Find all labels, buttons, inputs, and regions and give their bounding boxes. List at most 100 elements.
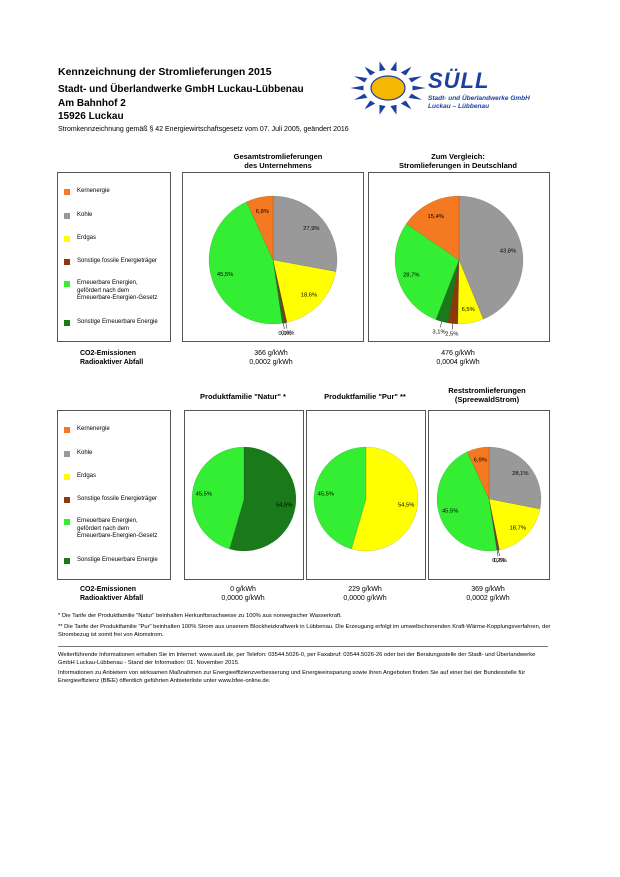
data-label: 0,6% bbox=[278, 331, 291, 337]
footer-bfee: Informationen zu Anbietern von wirksamen… bbox=[58, 670, 526, 684]
data-label: 6,9% bbox=[474, 457, 487, 463]
pie-chart-natur: 54,5% 45,5% bbox=[191, 446, 297, 552]
chart-box-reststrom: 28,1% 18,7% 0,6% 0,2% 45,5% 6,9% bbox=[428, 410, 550, 580]
divider bbox=[58, 646, 548, 647]
pie-chart-reststrom: 28,1% 18,7% 0,6%0,2% 45,5% 6,9% bbox=[436, 446, 542, 564]
logo-wordmark: SÜLL bbox=[428, 68, 490, 93]
chart-title-pur: Produktfamilie "Pur" ** bbox=[324, 392, 406, 401]
pie-chart-deutschland: 43,8% 6,5% 2,5%3,1% 28,7% 15,4% bbox=[394, 195, 524, 338]
chart-box-gesamt: 27,9% 18,6% 0,6% 0,6% 45,5% 6,8% bbox=[182, 172, 364, 342]
legend-swatch bbox=[64, 519, 70, 525]
pie-slice bbox=[436, 451, 498, 552]
co2-value-natur: 0 g/kWh bbox=[230, 586, 256, 593]
legend-label: Erneuerbare Energien, gefördert nach dem E… bbox=[77, 518, 158, 539]
data-label: 3,1% bbox=[432, 329, 445, 335]
legend-swatch bbox=[64, 427, 70, 433]
data-label-leader bbox=[285, 322, 288, 329]
legend-label: Erdgas bbox=[77, 473, 97, 479]
data-label-leader bbox=[283, 323, 285, 330]
chart-title-deutschland: Zum Vergleich: Stromlieferungen in Deutsc… bbox=[399, 152, 517, 170]
pie-slice bbox=[394, 223, 460, 320]
data-label: 45,5% bbox=[196, 491, 212, 497]
pie-slice bbox=[313, 446, 367, 550]
legend-swatch bbox=[64, 236, 70, 242]
legend-swatch bbox=[64, 474, 70, 480]
legend-label: Kernenergie bbox=[77, 426, 110, 432]
legend-swatch bbox=[64, 189, 70, 195]
sun-ray bbox=[390, 104, 397, 115]
legend-box-1: Kernenergie Kohle Erdgas Sonstige fossile E… bbox=[57, 172, 171, 342]
pie-slice bbox=[208, 201, 283, 325]
pie-slice bbox=[272, 195, 338, 272]
legend-label: Kernenergie bbox=[77, 188, 110, 194]
data-label: 18,7% bbox=[510, 526, 526, 532]
sun-ray bbox=[354, 93, 368, 100]
data-label: 28,1% bbox=[512, 471, 528, 477]
legend-label: Erdgas bbox=[77, 235, 97, 241]
data-label-leader bbox=[439, 321, 442, 328]
page-title: Kennzeichnung der Stromlieferungen 2015 bbox=[58, 66, 272, 78]
pie-chart-gesamt: 27,9%18,6%0,6%0,6%45,5%6,8% bbox=[208, 195, 338, 337]
co2-label-2: CO2-Emissionen bbox=[80, 586, 137, 593]
pie-slice bbox=[229, 446, 297, 552]
chart-title-reststrom: Reststromlieferungen (SpreewaldStrom) bbox=[448, 386, 526, 404]
data-label-leader bbox=[451, 323, 454, 330]
legend-box-2: Kernenergie Kohle Erdgas Sonstige fossile E… bbox=[57, 410, 171, 580]
data-label: 15,4% bbox=[428, 214, 444, 220]
sun-ray bbox=[350, 85, 364, 91]
data-label: 45,5% bbox=[318, 491, 334, 497]
company-city: 15926 Luckau bbox=[58, 111, 124, 122]
footer-info: Weiterführende Informationen erhalten Si… bbox=[58, 652, 536, 666]
data-label: 54,5% bbox=[276, 503, 292, 509]
legend-label: Sonstige Erneuerbare Energie bbox=[77, 319, 158, 325]
legend-label: Sonstige Erneuerbare Energie bbox=[77, 557, 158, 563]
sun-ray bbox=[412, 85, 426, 91]
pie-slice bbox=[488, 446, 542, 510]
legend-swatch bbox=[64, 259, 70, 265]
legend-swatch bbox=[64, 558, 70, 564]
pie-slice bbox=[351, 446, 419, 552]
pie-slice bbox=[488, 498, 500, 551]
pie-slice bbox=[272, 259, 285, 324]
pie-slice bbox=[458, 195, 524, 320]
data-label: 54,5% bbox=[398, 503, 414, 509]
sun-ray bbox=[400, 66, 412, 76]
sun-ray bbox=[408, 93, 422, 100]
co2-label-1: CO2-Emissionen bbox=[80, 350, 137, 357]
pie-slice bbox=[447, 259, 460, 325]
pie-chart-pur: 54,5% 45,5% bbox=[313, 446, 419, 552]
pie-slice bbox=[272, 259, 337, 323]
co2-value-gesamt: 366 g/kWh bbox=[254, 350, 288, 357]
waste-value-natur: 0,0000 g/kWh bbox=[221, 595, 265, 602]
chart-box-natur: 54,5% 45,5% bbox=[184, 410, 304, 580]
logo-subtitle-2: Luckau – Lübbenau bbox=[428, 103, 490, 110]
sun-ray bbox=[408, 76, 422, 83]
legend-label: Sonstige fossile Energieträger bbox=[77, 258, 158, 264]
pie-slice bbox=[457, 259, 484, 325]
sun-ray bbox=[354, 76, 368, 83]
legal-basis: Stromkennzeichnung gemäß § 42 Energiewir… bbox=[58, 126, 349, 133]
sun-ray bbox=[400, 100, 412, 110]
sun-ray bbox=[364, 66, 376, 76]
sun-logo-icon bbox=[350, 61, 426, 115]
waste-value-deutschland: 0,0004 g/kWh bbox=[436, 359, 480, 366]
data-label: 0,6% bbox=[494, 558, 507, 564]
sun-ray bbox=[390, 61, 397, 72]
legend-label: Erneuerbare Energien, gefördert nach dem E… bbox=[77, 280, 158, 301]
data-label: 45,5% bbox=[442, 509, 458, 515]
data-label: 6,8% bbox=[256, 209, 269, 215]
chart-box-deutschland: 43,8% 6,5% 2,5% 3,1% 28,7% 15,4% bbox=[368, 172, 550, 342]
logo-subtitle-1: Stadt- und Überlandwerke GmbH bbox=[428, 95, 530, 102]
data-label: 27,9% bbox=[303, 226, 319, 232]
chart-title-natur: Produktfamilie "Natur" * bbox=[200, 392, 286, 401]
legend-label: Sonstige fossile Energieträger bbox=[77, 496, 158, 502]
waste-label-1: Radioaktiver Abfall bbox=[80, 359, 144, 366]
legend-label: Kohle bbox=[77, 450, 93, 456]
data-label: 0,6% bbox=[281, 331, 294, 337]
waste-value-reststrom: 0,0002 g/kWh bbox=[466, 595, 510, 602]
data-label: 2,5% bbox=[445, 332, 458, 338]
chart-title-gesamt: Gesamtstromlieferungen des Unternehmens bbox=[233, 152, 323, 170]
pie-slice bbox=[466, 446, 490, 500]
data-label: 0,2% bbox=[492, 558, 505, 564]
footnote-pur: ** Die Tarife der Produktfamilie "Pur" b… bbox=[58, 624, 551, 638]
